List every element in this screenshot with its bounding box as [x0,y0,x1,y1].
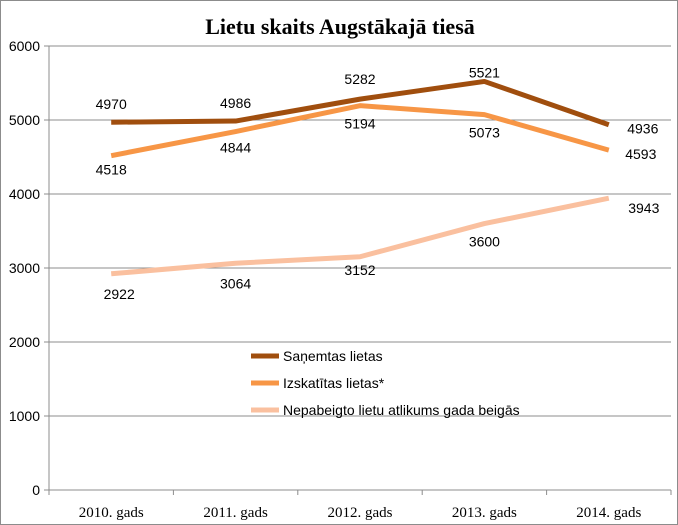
legend-label: Saņemtas lietas [283,348,383,364]
axes: 0 1000 2000 3000 4000 5000 6000 2010. gads 2011.… [9,38,672,521]
x-tick-label: 2013. gads [452,505,517,521]
y-tick-label: 0 [32,482,40,498]
series-lines [110,78,610,277]
series-line-3 [110,195,610,277]
data-label: 3152 [344,262,375,278]
data-label: 5521 [469,64,500,80]
data-label: 5282 [344,71,375,87]
data-label: 3600 [469,234,500,250]
data-label: 5073 [469,125,500,141]
x-tick-label: 2010. gads [79,505,144,521]
y-tick-label: 5000 [9,112,40,128]
y-tick-label: 3000 [9,260,40,276]
data-label: 4936 [627,121,658,137]
legend: Saņemtas lietas Izskatītas lietas* Nepabei… [251,348,520,418]
series-line-2 [110,103,610,159]
data-label: 5194 [344,116,375,132]
legend-label: Izskatītas lietas* [283,375,385,391]
x-tick-label: 2011. gads [203,505,268,521]
y-tick-label: 4000 [9,186,40,202]
y-tick-label: 6000 [9,38,40,54]
data-label: 4986 [220,95,251,111]
data-label: 3943 [628,200,659,216]
y-tick-label: 1000 [9,408,40,424]
y-tick-label: 2000 [9,334,40,350]
data-label: 4593 [625,146,656,162]
legend-label: Nepabeigto lietu atlikums gada beigās [283,402,520,418]
data-label: 4844 [220,140,251,156]
data-label: 3064 [220,275,251,291]
data-label: 2922 [104,286,135,302]
data-label: 4518 [96,162,127,178]
x-tick-label: 2012. gads [328,505,393,521]
chart-title: Lietu skaits Augstākajā tiesā [205,14,475,39]
series-line-1 [111,78,610,128]
data-label: 4970 [96,96,127,112]
data-labels: 4970 4986 5282 5521 4936 4518 4844 5194 5073 4593… [96,64,660,301]
x-tick-label: 2014. gads [576,505,641,521]
